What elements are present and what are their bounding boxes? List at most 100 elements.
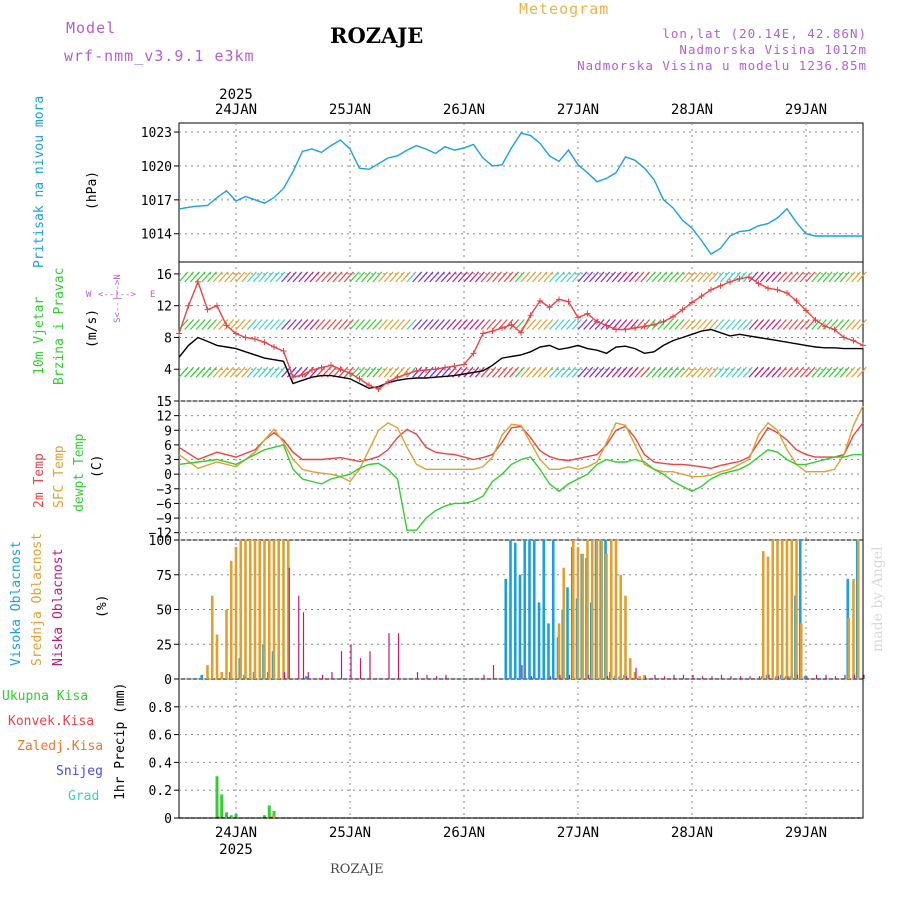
- series-line-wind-speed: [178, 328, 863, 390]
- wind-barb: [207, 319, 217, 330]
- wind-barb: [355, 319, 366, 330]
- top-date-label: 25JAN: [329, 102, 371, 118]
- gust-marker: [480, 330, 486, 337]
- wind-barb: [702, 319, 713, 330]
- gust-marker: [337, 366, 344, 373]
- wind-barb: [235, 366, 246, 378]
- wind-barb: [725, 366, 736, 378]
- wind-barb: [383, 271, 394, 283]
- wind-barb: [286, 271, 297, 283]
- wind-barb: [275, 271, 286, 283]
- wind-barb: [822, 271, 833, 283]
- precip-unit: 1hr Precip (mm): [113, 683, 128, 800]
- wind-barb: [617, 271, 628, 283]
- wind-barb: [275, 366, 286, 378]
- y-tick-label: 100: [149, 534, 172, 549]
- wind-barb: [811, 271, 822, 283]
- wind-barb: [537, 319, 548, 330]
- wind-barb: [777, 366, 787, 378]
- wind-barb: [663, 366, 673, 378]
- wind-barb: [606, 271, 616, 283]
- wind-barb: [628, 366, 639, 378]
- meteogram-label: Meteogram: [519, 0, 610, 18]
- y-tick-label: −6: [156, 497, 172, 512]
- wind-barb: [856, 271, 867, 283]
- wind-barb: [486, 271, 497, 283]
- wind-barb: [720, 271, 730, 283]
- wind-barb: [748, 271, 759, 283]
- gust-marker: [204, 306, 211, 313]
- wind-barb: [435, 366, 445, 378]
- wind-barb: [435, 271, 445, 283]
- altitude-label: Nadmorska Visina 1012m: [679, 42, 867, 57]
- wind-barb: [594, 271, 605, 283]
- gust-marker: [774, 286, 781, 293]
- wind-barb: [480, 319, 491, 330]
- gust-marker: [318, 364, 325, 371]
- wind-barb: [771, 271, 782, 283]
- wind-barb: [777, 271, 787, 283]
- gust-marker: [670, 313, 676, 320]
- wind-barb: [298, 271, 309, 283]
- wind-barb: [349, 319, 360, 330]
- gust-marker: [594, 318, 600, 325]
- gust-marker: [689, 299, 695, 306]
- wind-barb: [640, 271, 651, 283]
- y-tick-label: 12: [156, 410, 172, 425]
- wind-barb: [834, 366, 844, 378]
- wind-barb: [497, 271, 508, 283]
- wind-barb: [218, 319, 229, 330]
- wind-barb: [400, 271, 411, 283]
- gust-marker: [375, 386, 382, 393]
- wind-barb: [560, 319, 571, 330]
- wind-barb: [628, 271, 639, 283]
- wind-barb: [372, 271, 383, 283]
- wind-barb: [560, 271, 571, 283]
- precip-label-hail: Grad: [68, 789, 99, 804]
- wind-barb: [583, 271, 594, 283]
- gust-marker: [603, 322, 610, 329]
- wind-barb: [292, 271, 303, 283]
- wind-barb: [799, 271, 810, 283]
- y-tick-label: 1017: [141, 194, 172, 209]
- wind-barb: [349, 366, 360, 378]
- wind-barb: [856, 366, 867, 378]
- wind-barb: [184, 366, 195, 378]
- wind-unit: (m/s): [85, 309, 100, 348]
- wind-barb: [241, 366, 252, 378]
- wind-barb: [509, 366, 520, 378]
- wind-barb: [634, 271, 645, 283]
- wind-barb: [845, 271, 856, 283]
- wind-barb: [720, 366, 730, 378]
- wind-barb: [537, 366, 548, 378]
- wind-barb: [486, 319, 497, 330]
- gust-marker: [176, 330, 182, 337]
- wind-barb: [851, 271, 862, 283]
- model-name: wrf-nmm_v3.9.1 e3km: [64, 47, 255, 65]
- wind-barb: [765, 366, 776, 378]
- wind-barb: [315, 271, 326, 283]
- wind-barb: [725, 319, 736, 330]
- wind-barb: [777, 319, 787, 330]
- wind-barb: [423, 271, 434, 283]
- wind-barb: [794, 366, 805, 378]
- wind-barb: [360, 319, 371, 330]
- gust-marker: [470, 350, 477, 357]
- wind-barb: [440, 319, 451, 330]
- y-tick-label: 4: [164, 363, 172, 378]
- wind-barb: [440, 271, 451, 283]
- wind-barb: [594, 319, 605, 330]
- wind-barb: [805, 319, 816, 330]
- wind-barb: [571, 319, 582, 330]
- wind-barb: [229, 366, 240, 378]
- wind-barb: [343, 271, 354, 283]
- wind-barb: [531, 366, 542, 378]
- gust-marker: [489, 328, 496, 335]
- wind-barb: [275, 319, 286, 330]
- gust-marker: [822, 323, 828, 330]
- wind-barb: [645, 271, 656, 283]
- wind-barb: [235, 271, 246, 283]
- wind-barb: [805, 366, 816, 378]
- wind-barb: [338, 319, 349, 330]
- gust-marker: [413, 367, 420, 374]
